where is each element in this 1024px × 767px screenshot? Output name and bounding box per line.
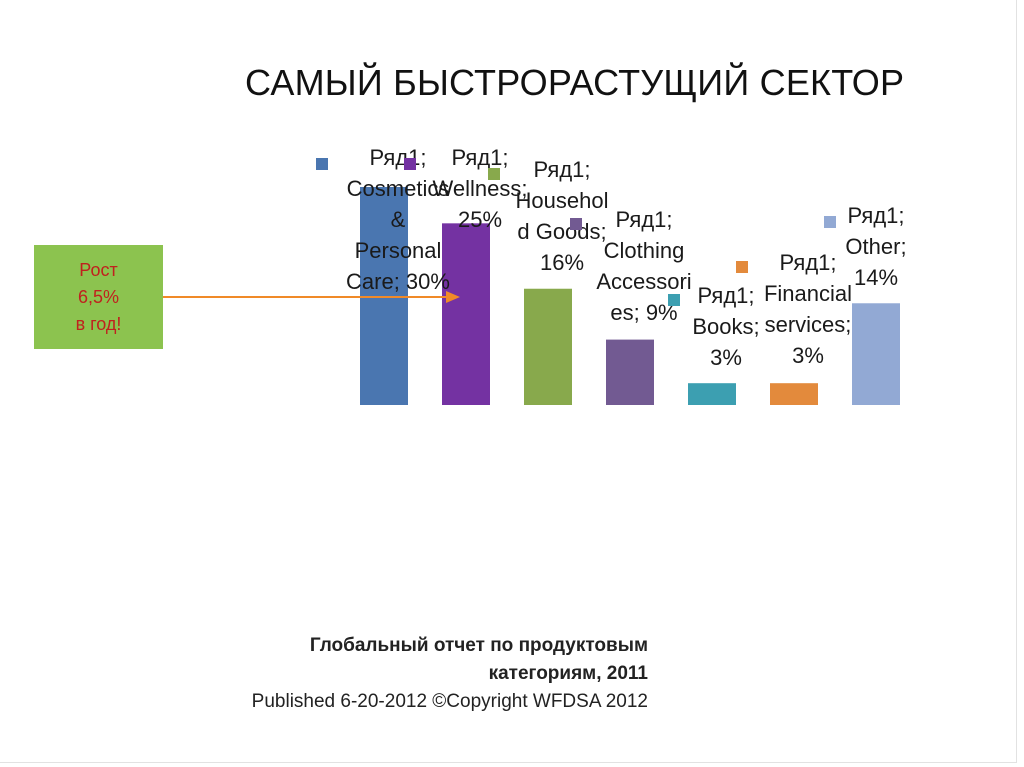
label-marker-2 (404, 158, 416, 170)
data-label-2-line-1: Ряд1; (451, 145, 508, 170)
data-label-1-line-2: Cosmetics (347, 176, 450, 201)
data-label-6-line-1: Ряд1; (779, 250, 836, 275)
data-label-4-line-3: Accessori (596, 269, 691, 294)
data-label-7-line-1: Ряд1; (847, 203, 904, 228)
growth-value: 6,5% (77, 286, 120, 307)
source-line-3: Published 6-20-2012 ©Copyright WFDSA 201… (251, 691, 648, 712)
label-marker-7 (824, 216, 836, 228)
bar-7 (852, 303, 900, 405)
bar-2 (442, 223, 490, 405)
bar-6 (770, 383, 818, 405)
data-label-6-line-2: Financial (764, 281, 852, 306)
data-label-5-line-2: Books; (692, 314, 759, 339)
label-marker-4 (570, 218, 582, 230)
data-label-1-line-1: Ряд1; (369, 145, 426, 170)
slide-title: САМЫЙ БЫСТРОРАСТУЩИЙ СЕКТОР (245, 62, 905, 103)
bar-5 (688, 383, 736, 405)
data-label-7-line-2: Other; (845, 234, 906, 259)
source-line-1: Глобальный отчет по продуктовым (309, 635, 648, 656)
label-marker-6 (736, 261, 748, 273)
data-label-4-line-4: es; 9% (610, 300, 677, 325)
data-label-6-line-3: services; (765, 312, 852, 337)
data-label-2-line-2: Wellness; (433, 176, 528, 201)
data-label-1-line-4: Personal (355, 238, 442, 263)
data-label-3-line-1: Ряд1; (533, 157, 590, 182)
label-marker-3 (488, 168, 500, 180)
growth-arrow-head (446, 291, 460, 303)
data-label-1-line-5: Care; 30% (346, 269, 450, 294)
data-label-7-line-3: 14% (854, 265, 898, 290)
data-label-4-line-2: Clothing (604, 238, 685, 263)
data-label-3-line-2: Househol (516, 188, 609, 213)
data-label-6-line-4: 3% (792, 343, 824, 368)
data-label-3-line-3: d Goods; (517, 219, 606, 244)
source-citation: Глобальный отчет по продуктовым категори… (100, 632, 648, 716)
growth-label: Рост (79, 259, 118, 280)
bar-4 (606, 339, 654, 405)
data-label-1-line-3: & (391, 207, 406, 232)
data-label-5-line-1: Ряд1; (697, 283, 754, 308)
data-label-4-line-1: Ряд1; (615, 207, 672, 232)
label-marker-1 (316, 158, 328, 170)
source-line-2: категориям, 2011 (488, 663, 648, 684)
bar-3 (524, 288, 572, 405)
growth-callout-box: Рост 6,5% в год! (34, 245, 163, 349)
data-label-2-line-3: 25% (458, 207, 502, 232)
data-label-5-line-3: 3% (710, 345, 742, 370)
data-label-3-line-4: 16% (540, 250, 584, 275)
label-marker-5 (668, 294, 680, 306)
growth-period: в год! (75, 313, 122, 334)
